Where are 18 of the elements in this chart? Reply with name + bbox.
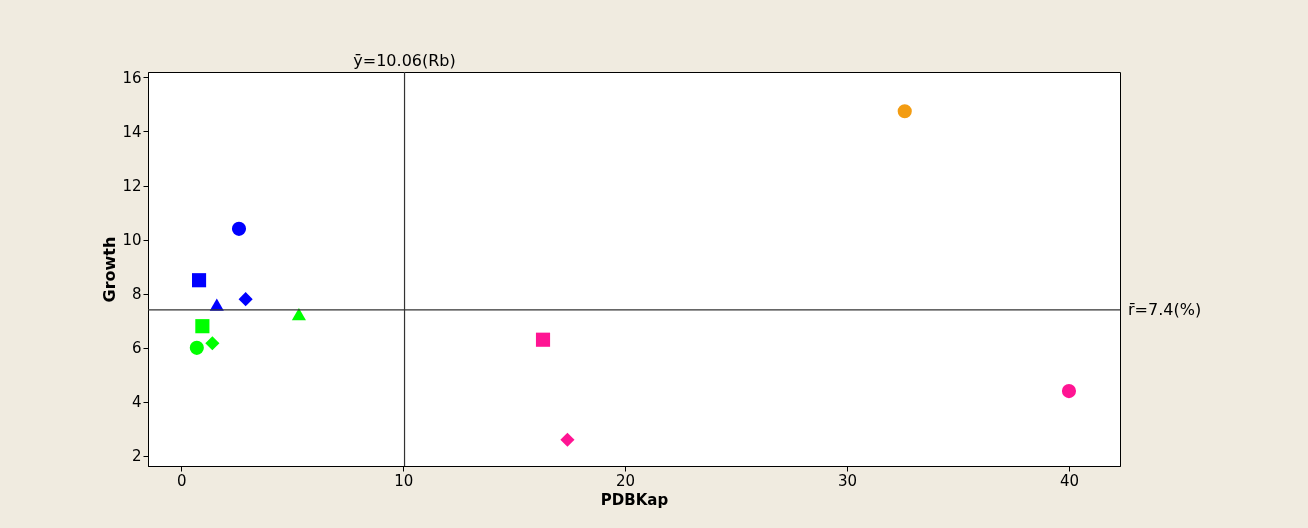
y-axis-title: Growth <box>100 236 120 303</box>
x-tick-label: 0 <box>177 471 187 490</box>
y-tick-label: 6 <box>131 339 142 358</box>
y-tick-label: 4 <box>131 393 142 412</box>
x-tick-label: 40 <box>1059 471 1080 490</box>
ref-line-label: r̄=7.4(%) <box>1128 299 1202 319</box>
ref-line-label: ȳ=10.06(Rb) <box>353 51 456 70</box>
y-tick-label: 14 <box>122 122 142 141</box>
y-tick-label: 2 <box>131 447 142 466</box>
y-tick-label: 16 <box>122 68 142 87</box>
y-tick-label: 8 <box>131 285 142 304</box>
x-tick-label: 30 <box>837 471 858 490</box>
point <box>897 104 912 119</box>
x-axis-title: PDBKap <box>600 490 669 509</box>
x-tick-label: 20 <box>616 471 636 490</box>
x-tick-label: 10 <box>394 471 414 490</box>
y-tick-label: 12 <box>122 177 142 196</box>
y-tick-label: 10 <box>122 231 142 250</box>
